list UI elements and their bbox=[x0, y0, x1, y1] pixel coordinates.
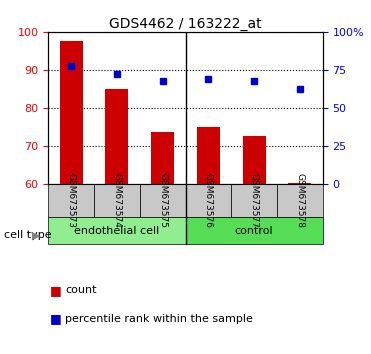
Text: GSM673574: GSM673574 bbox=[112, 173, 121, 228]
Bar bbox=[186, 184, 231, 217]
Text: GSM673575: GSM673575 bbox=[158, 173, 167, 228]
Bar bbox=[243, 136, 266, 184]
Text: ▶: ▶ bbox=[32, 230, 40, 240]
Text: count: count bbox=[65, 285, 96, 295]
Text: control: control bbox=[235, 225, 273, 236]
Text: ■: ■ bbox=[50, 284, 62, 297]
Bar bbox=[105, 89, 128, 184]
Text: percentile rank within the sample: percentile rank within the sample bbox=[65, 314, 253, 324]
Text: GSM673577: GSM673577 bbox=[250, 173, 259, 228]
Title: GDS4462 / 163222_at: GDS4462 / 163222_at bbox=[109, 17, 262, 31]
Text: GSM673576: GSM673576 bbox=[204, 173, 213, 228]
Bar bbox=[48, 217, 186, 244]
Text: GSM673578: GSM673578 bbox=[295, 173, 304, 228]
Bar bbox=[48, 184, 94, 217]
Bar bbox=[94, 184, 140, 217]
Bar bbox=[197, 127, 220, 184]
Text: GSM673573: GSM673573 bbox=[67, 173, 76, 228]
Bar bbox=[151, 132, 174, 184]
Bar bbox=[289, 183, 311, 184]
Text: ■: ■ bbox=[50, 312, 62, 325]
Bar bbox=[231, 184, 277, 217]
Bar bbox=[186, 217, 323, 244]
Text: endothelial cell: endothelial cell bbox=[74, 225, 160, 236]
Text: cell type: cell type bbox=[4, 230, 51, 240]
Bar bbox=[60, 41, 82, 184]
Bar bbox=[277, 184, 323, 217]
Bar bbox=[140, 184, 186, 217]
